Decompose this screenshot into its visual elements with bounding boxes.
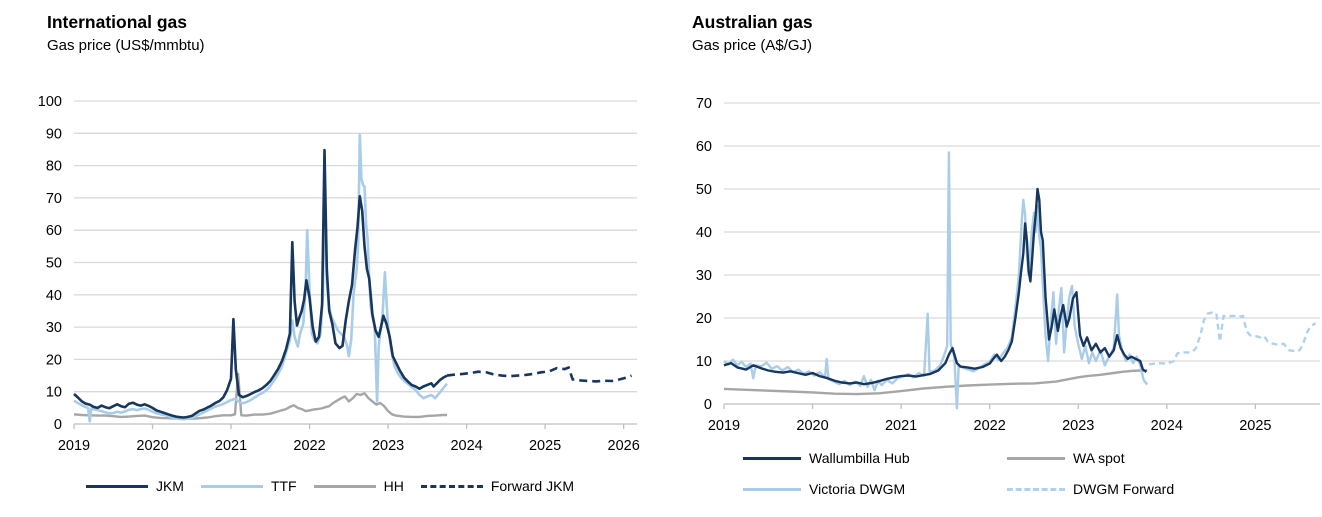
legend-label-forward-jkm: Forward JKM xyxy=(490,478,575,494)
international-gas-chart-canvas: 0 10 20 30 40 50 60 70 80 90 100 2019 2020 2021 2022 20… xyxy=(38,94,640,454)
x-tick-label: 2022 xyxy=(293,438,325,454)
x-tick-label: 2023 xyxy=(1062,418,1094,434)
legend-item-forward-jkm: Forward JKM xyxy=(420,478,575,494)
legend-line-victoria-dwgm xyxy=(743,487,801,491)
international-gas-subtitle: Gas price (US$/mmbtu) xyxy=(47,37,205,54)
x-tick-label: 2020 xyxy=(136,438,168,454)
series-line-jkm xyxy=(73,148,448,419)
y-tick-label: 80 xyxy=(46,159,62,175)
series-line-forward-jkm xyxy=(446,366,632,383)
series-line-wa-spot xyxy=(723,369,1148,396)
legend-line-wa-spot xyxy=(1007,456,1065,460)
legend-label-victoria-dwgm: Victoria DWGM xyxy=(809,481,906,497)
australian-gas-subtitle: Gas price (A$/GJ) xyxy=(692,37,813,54)
australian-gas-legend: Wallumbilla Hub WA spot Victoria DWGM DW… xyxy=(743,450,1174,497)
legend-line-jkm xyxy=(85,484,148,488)
x-tick-label: 2021 xyxy=(215,438,247,454)
y-tick-label: 30 xyxy=(46,320,62,336)
series-line-wallumbilla-hub xyxy=(723,187,1148,386)
y-tick-label: 60 xyxy=(46,223,62,239)
series-line-hh xyxy=(73,372,447,420)
legend-item-dwgm-forward: DWGM Forward xyxy=(1007,481,1174,497)
legend-line-wallumbilla-hub xyxy=(743,456,801,460)
y-tick-label: 50 xyxy=(696,182,712,198)
x-tick-label: 2019 xyxy=(708,418,740,434)
legend-item-wa-spot: WA spot xyxy=(1007,450,1174,466)
legend-line-forward-jkm xyxy=(420,484,483,488)
y-tick-label: 0 xyxy=(704,397,712,413)
y-tick-label: 40 xyxy=(696,225,712,241)
y-tick-label: 50 xyxy=(46,256,62,272)
x-tick-label: 2024 xyxy=(1151,418,1183,434)
x-tick-label: 2020 xyxy=(796,418,828,434)
legend-label-jkm: JKM xyxy=(155,478,184,494)
legend-line-dwgm-forward xyxy=(1007,487,1065,491)
y-tick-label: 70 xyxy=(46,191,62,207)
y-tick-label: 40 xyxy=(46,288,62,304)
x-tick-label: 2024 xyxy=(450,438,482,454)
x-tick-label: 2021 xyxy=(885,418,917,434)
legend-item-victoria-dwgm: Victoria DWGM xyxy=(743,481,1007,497)
legend-line-hh xyxy=(313,484,376,488)
legend-item-jkm: JKM xyxy=(85,478,184,494)
legend-item-ttf: TTF xyxy=(200,478,297,494)
x-tick-label: 2019 xyxy=(58,438,90,454)
y-tick-label: 0 xyxy=(54,417,62,433)
legend-label-hh: HH xyxy=(383,478,404,494)
x-tick-label: 2022 xyxy=(974,418,1006,434)
legend-label-dwgm-forward: DWGM Forward xyxy=(1073,481,1175,497)
y-tick-label: 10 xyxy=(696,354,712,370)
legend-item-hh: HH xyxy=(313,478,404,494)
legend-line-ttf xyxy=(200,484,263,488)
australian-gas-chart-canvas: 0 10 20 30 40 50 60 70 2019 2020 2021 2022 2023 2024 2… xyxy=(696,96,1320,434)
x-tick-label: 2026 xyxy=(608,438,640,454)
y-tick-label: 10 xyxy=(46,385,62,401)
x-tick-label: 2025 xyxy=(529,438,561,454)
series-line-ttf xyxy=(73,133,449,423)
y-tick-label: 100 xyxy=(38,94,62,110)
legend-label-wa-spot: WA spot xyxy=(1073,450,1125,466)
international-gas-title: International gas xyxy=(47,12,188,32)
y-tick-label: 90 xyxy=(46,126,62,142)
panel-international-gas: International gas Gas price (US$/mmbtu) … xyxy=(0,0,660,517)
x-tick-label: 2025 xyxy=(1239,418,1271,434)
panel-australian-gas: Australian gas Gas price (A$/GJ) 0 10 20 30… xyxy=(660,0,1322,517)
x-tick-label: 2023 xyxy=(372,438,404,454)
international-gas-legend: JKM TTF HH Forward JKM xyxy=(10,478,650,494)
y-tick-label: 30 xyxy=(696,268,712,284)
series-line-victoria-dwgm xyxy=(723,151,1149,410)
series-line-dwgm-forward xyxy=(1148,311,1317,366)
legend-item-wallumbilla-hub: Wallumbilla Hub xyxy=(743,450,1007,466)
legend-label-wallumbilla-hub: Wallumbilla Hub xyxy=(809,450,910,466)
australian-gas-title: Australian gas xyxy=(692,12,813,32)
y-tick-label: 70 xyxy=(696,96,712,112)
y-tick-label: 60 xyxy=(696,139,712,155)
y-tick-label: 20 xyxy=(696,311,712,327)
y-tick-label: 20 xyxy=(46,352,62,368)
legend-label-ttf: TTF xyxy=(270,478,297,494)
